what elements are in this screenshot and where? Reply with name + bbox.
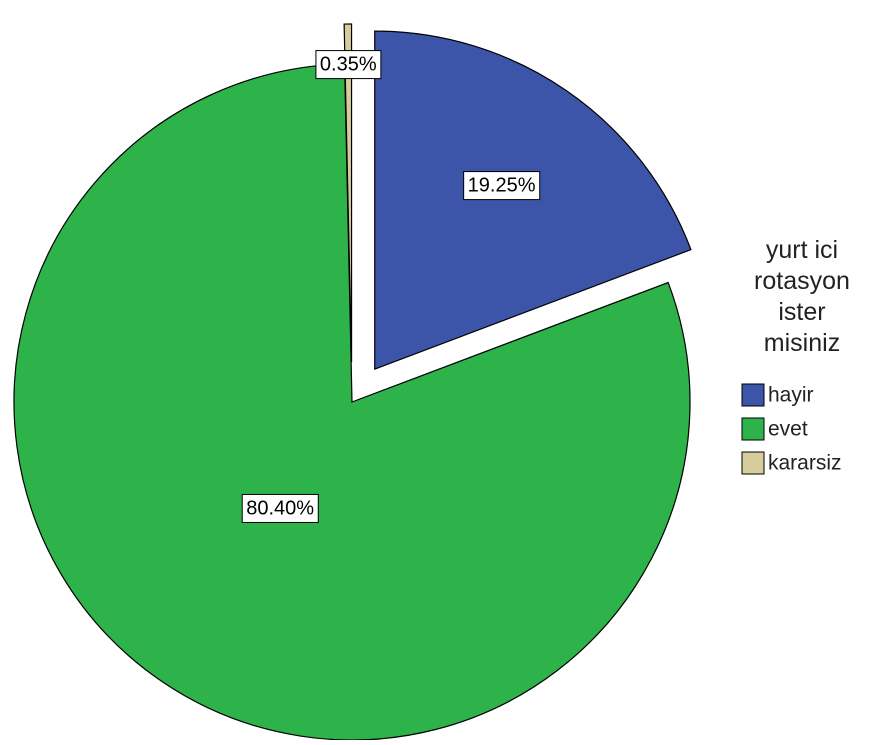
legend-item-evet: evet: [741, 417, 808, 441]
legend-item-kararsiz: kararsiz: [741, 451, 842, 475]
data-label-evet: 80.40%: [241, 493, 319, 523]
legend: yurt ici rotasyon ister misiniz hayir evet ka…: [741, 236, 850, 475]
pie-slice-hayir: [374, 30, 692, 370]
data-label-text-kararsiz: 0.35%: [320, 54, 377, 76]
legend-item-hayir: hayir: [741, 383, 814, 407]
data-label-hayir: 19.25%: [463, 171, 541, 201]
legend-title-line: yurt ici: [766, 236, 838, 264]
pie-slice-kararsiz: [343, 23, 353, 363]
legend-swatch-evet: [741, 417, 765, 441]
legend-title-line: misiniz: [764, 329, 840, 357]
legend-swatch-hayir: [741, 383, 765, 407]
data-label-box-kararsiz: [315, 50, 382, 80]
legend-label-hayir: hayir: [768, 384, 814, 407]
data-label-kararsiz: 0.35%: [315, 50, 382, 80]
legend-label-kararsiz: kararsiz: [768, 452, 842, 475]
data-label-box-hayir: [463, 171, 541, 201]
data-label-box-evet: [241, 493, 319, 523]
legend-title-line: rotasyon: [754, 267, 850, 295]
legend-items: hayir evet kararsiz: [741, 383, 842, 475]
data-label-text-evet: 80.40%: [246, 497, 314, 519]
data-labels-layer: 19.25% 80.40% 0.35%: [241, 50, 541, 523]
data-label-text-hayir: 19.25%: [468, 175, 536, 197]
slices-layer: [13, 23, 692, 741]
pie-slice-evet: [13, 63, 691, 741]
legend-label-evet: evet: [768, 418, 808, 441]
legend-title-line: ister: [778, 298, 825, 326]
legend-title: yurt ici rotasyon ister misiniz: [754, 236, 850, 357]
legend-swatch-kararsiz: [741, 451, 765, 475]
